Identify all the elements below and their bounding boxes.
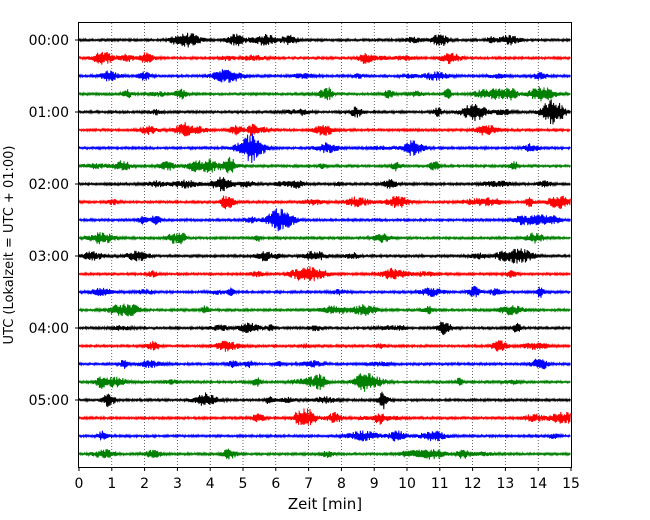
seismic-trace (78, 69, 571, 83)
x-tick-label: 9 (370, 476, 379, 492)
x-tick-label: 6 (271, 476, 280, 492)
seismic-trace (78, 285, 571, 298)
seismic-trace (78, 122, 571, 137)
y-tick-label: 05:00 (29, 393, 69, 409)
seismic-trace (78, 303, 571, 317)
x-tick-label: 4 (206, 476, 215, 492)
grid-lines (111, 23, 539, 467)
seismic-trace (78, 86, 571, 102)
x-tick-label: 13 (496, 476, 514, 492)
y-tick-label: 03:00 (29, 249, 69, 265)
x-tick-label: 7 (304, 476, 313, 492)
x-axis-ticks: 0 1 2 3 4 5 6 7 8 9 10 11 12 13 14 15 (75, 467, 580, 492)
seismic-trace (78, 208, 571, 232)
x-tick-label: 5 (239, 476, 248, 492)
seismic-trace (78, 195, 571, 210)
y-tick-label: 02:00 (29, 177, 69, 193)
seismic-trace (78, 133, 571, 164)
seismic-trace (78, 51, 571, 65)
x-tick-label: 2 (140, 476, 149, 492)
seismic-trace (78, 232, 571, 245)
x-tick-label: 10 (398, 476, 416, 492)
seismic-trace (78, 99, 571, 125)
seismic-traces (78, 32, 571, 460)
y-tick-label: 04:00 (29, 321, 69, 337)
seismic-trace (78, 32, 571, 48)
x-tick-label: 11 (431, 476, 449, 492)
seismic-trace (78, 408, 571, 426)
seismic-trace (78, 372, 571, 392)
x-tick-label: 15 (562, 476, 580, 492)
x-tick-label: 0 (75, 476, 84, 492)
y-tick-label: 01:00 (29, 105, 69, 121)
seismic-trace (78, 448, 571, 460)
seismic-trace (78, 340, 571, 352)
plot-frame (78, 22, 572, 468)
seismic-trace (78, 358, 571, 370)
x-axis-label: Zeit [min] (288, 495, 362, 513)
seismic-trace (78, 176, 571, 192)
x-tick-label: 12 (464, 476, 482, 492)
seismic-trace (78, 266, 571, 282)
seismic-trace (78, 430, 571, 442)
seismic-trace (78, 321, 571, 336)
x-tick-label: 8 (337, 476, 346, 492)
y-tick-label: 00:00 (29, 33, 69, 49)
seismic-trace (78, 248, 571, 264)
x-tick-label: 1 (107, 476, 116, 492)
y-axis-label: UTC (Lokalzeit = UTC + 01:00) (2, 146, 17, 345)
x-tick-label: 14 (529, 476, 547, 492)
seismic-trace (78, 391, 571, 410)
seismic-trace (78, 157, 571, 174)
y-axis-ticks: 00:00 01:00 02:00 03:00 04:00 05:00 (29, 33, 79, 409)
x-tick-label: 3 (173, 476, 182, 492)
